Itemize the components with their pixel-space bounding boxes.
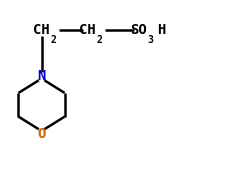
Text: CH: CH (33, 23, 50, 37)
Text: 3: 3 (148, 35, 154, 45)
Text: SO: SO (130, 23, 147, 37)
Text: CH: CH (79, 23, 96, 37)
Text: 2: 2 (51, 35, 57, 45)
Text: H: H (158, 23, 166, 37)
Text: 2: 2 (97, 35, 103, 45)
Text: O: O (37, 127, 46, 140)
Text: N: N (37, 69, 46, 83)
